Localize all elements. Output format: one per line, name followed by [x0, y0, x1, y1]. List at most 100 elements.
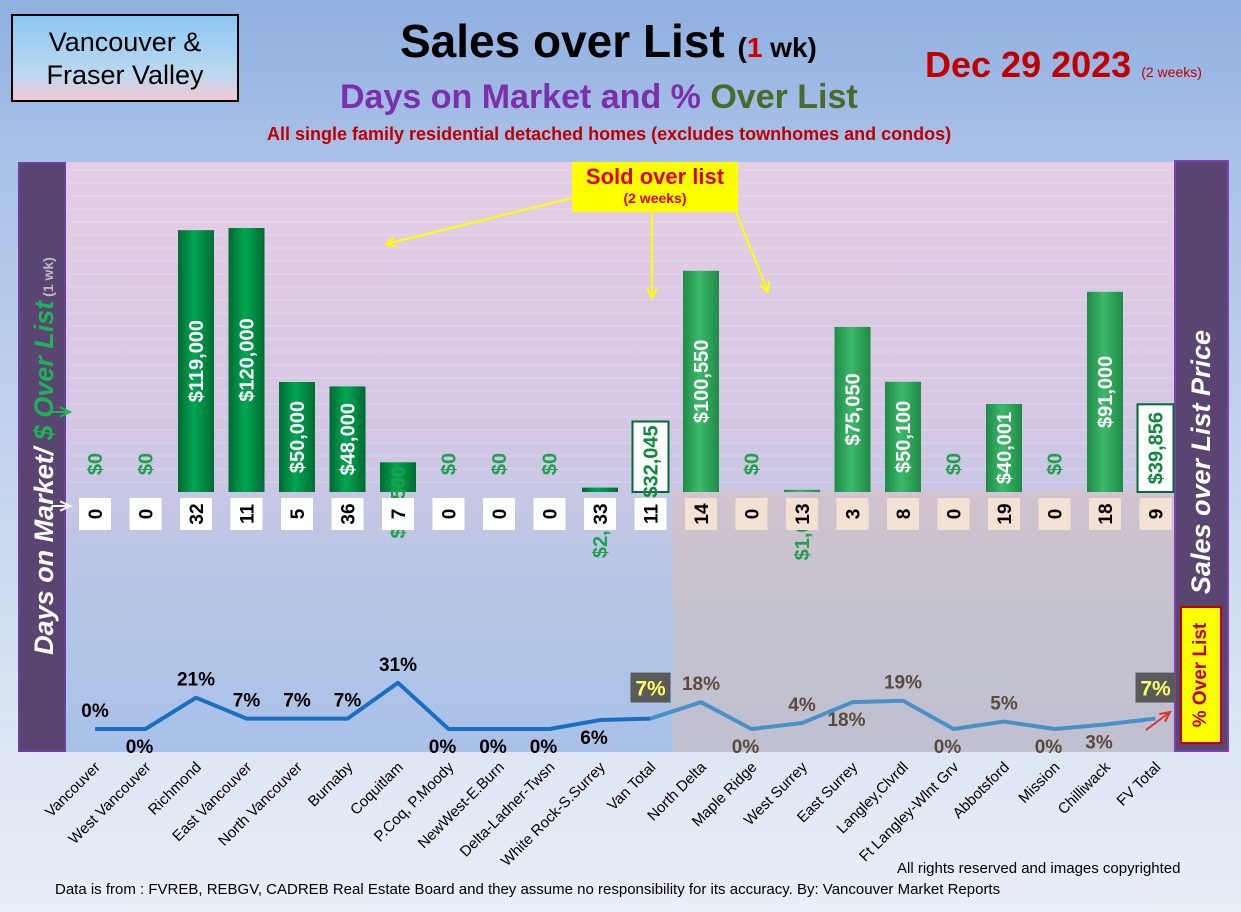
bar-value-label: $50,100	[893, 401, 915, 473]
bar-value-label: $39,856	[1146, 412, 1168, 484]
x-tick-label: Mission	[1015, 759, 1063, 807]
bar	[329, 386, 366, 492]
bar-value-label: $40,001	[994, 412, 1016, 484]
dom-value: 11	[238, 504, 259, 525]
pct-value-label: 5%	[990, 694, 1018, 715]
chart-subnote: All single family residential detached h…	[267, 124, 952, 144]
bar-value-label: $0	[742, 453, 764, 475]
pct-value-label: 7%	[334, 691, 362, 712]
dom-value: 13	[793, 503, 814, 524]
x-tick-label: Burnaby	[305, 758, 357, 810]
dom-value: 5	[288, 508, 309, 519]
dom-value: 0	[1046, 509, 1067, 520]
bar-value-label: $0	[489, 453, 511, 475]
callout-arrow-head	[759, 280, 770, 295]
callout-line-1: Sold over list	[585, 164, 725, 189]
pct-value-label: 7%	[1140, 678, 1171, 701]
bar-value-label: $50,000	[287, 401, 309, 473]
pct-axis-label: % Over List	[1190, 622, 1211, 728]
dom-box	[685, 498, 717, 530]
bar	[986, 403, 1022, 492]
bar	[178, 230, 214, 492]
dom-value: 9	[1147, 509, 1168, 520]
title-unit: wk)	[762, 32, 817, 63]
date-note: (2 weeks)	[1141, 64, 1202, 80]
pct-value-label: 0%	[429, 737, 457, 758]
bar-value-label: $32,045	[641, 425, 663, 497]
dom-value: 32	[187, 503, 208, 524]
pct-value-label: 0%	[934, 737, 962, 758]
dom-box	[988, 498, 1020, 530]
bar-value-label: $0	[540, 453, 562, 475]
callout-arrow	[1145, 711, 1171, 731]
dom-value: 0	[945, 509, 966, 520]
bar-value-label: $119,000	[186, 320, 208, 402]
date-text: Dec 29 2023	[925, 44, 1132, 85]
pct-value-label: 0%	[732, 737, 760, 758]
x-tick-label: Delta-Ladner-Twsn	[457, 759, 559, 861]
bar-value-label: $75,050	[843, 373, 865, 445]
bar-value-label: $91,000	[1095, 356, 1117, 428]
region-line-1: Vancouver &	[48, 27, 202, 57]
pct-value-label: 0%	[479, 737, 507, 758]
bar	[885, 381, 921, 492]
dom-box	[483, 498, 515, 530]
dom-value: 0	[541, 509, 562, 520]
callout-box: Sold over list (2 weeks)	[572, 162, 738, 212]
dom-value: 36	[339, 503, 360, 524]
pct-total-badge	[630, 672, 671, 703]
dom-box	[230, 498, 263, 530]
dom-box	[634, 498, 667, 530]
pct-axis-box: % Over List	[1180, 606, 1222, 744]
bar	[228, 228, 265, 492]
bar-value-label: $0	[944, 453, 966, 475]
subtitle-part-1: Days on Market and %	[340, 78, 711, 116]
x-tick-label: FV Total	[1114, 759, 1165, 810]
dom-value: 18	[1096, 503, 1117, 524]
dom-value: 33	[591, 503, 612, 524]
pct-value-label: 18%	[827, 710, 865, 731]
title-paren-open: (	[737, 32, 747, 63]
bar-value-label: $0	[1045, 453, 1067, 475]
callout-arrow	[385, 197, 573, 245]
x-tick-label: Chilliwack	[1055, 758, 1115, 818]
dom-box	[1038, 498, 1071, 530]
header: Vancouver & Fraser Valley Sales over Lis…	[0, 0, 1241, 160]
callout-line-2: (2 weeks)	[623, 190, 687, 206]
dom-value: 14	[692, 503, 713, 525]
dom-box	[281, 498, 313, 530]
dom-box	[735, 498, 768, 530]
bar	[834, 326, 871, 492]
callout-arrow-head	[383, 236, 397, 248]
dom-value: 0	[490, 509, 511, 520]
x-tick-label: NewWest-E.Burn	[415, 759, 508, 852]
callout-arrow-head	[59, 406, 73, 418]
bar	[582, 487, 618, 492]
dom-value: 3	[844, 509, 865, 520]
dom-value: 19	[995, 503, 1016, 524]
bar	[1087, 291, 1123, 492]
dom-value: 0	[743, 509, 764, 520]
x-tick-label: Ft Langley-Wlnt Grv	[856, 758, 963, 865]
dom-box	[79, 498, 111, 530]
pct-value-label: 0%	[530, 737, 558, 758]
bar	[1136, 403, 1175, 493]
callout-arrow-head	[59, 500, 73, 512]
dom-value: 11	[642, 504, 663, 525]
bar-value-label: $120,000	[237, 318, 259, 401]
dom-box	[836, 498, 869, 530]
left-axis-panel: Days on Market/ $ Over List (1 wk)	[18, 162, 66, 752]
bar	[683, 270, 719, 492]
chart-title: Sales over List (1 wk)	[400, 14, 817, 68]
dom-box	[331, 498, 364, 530]
subtitle-part-2: Over List	[710, 78, 858, 116]
dom-value: 8	[894, 509, 915, 520]
pct-value-label: 7%	[635, 678, 666, 701]
dom-box	[180, 498, 212, 530]
dom-box	[584, 498, 616, 530]
callout-arrow	[735, 211, 769, 293]
dom-value: 7	[389, 509, 410, 520]
region-box: Vancouver & Fraser Valley	[11, 14, 239, 102]
dom-box	[1139, 498, 1172, 530]
